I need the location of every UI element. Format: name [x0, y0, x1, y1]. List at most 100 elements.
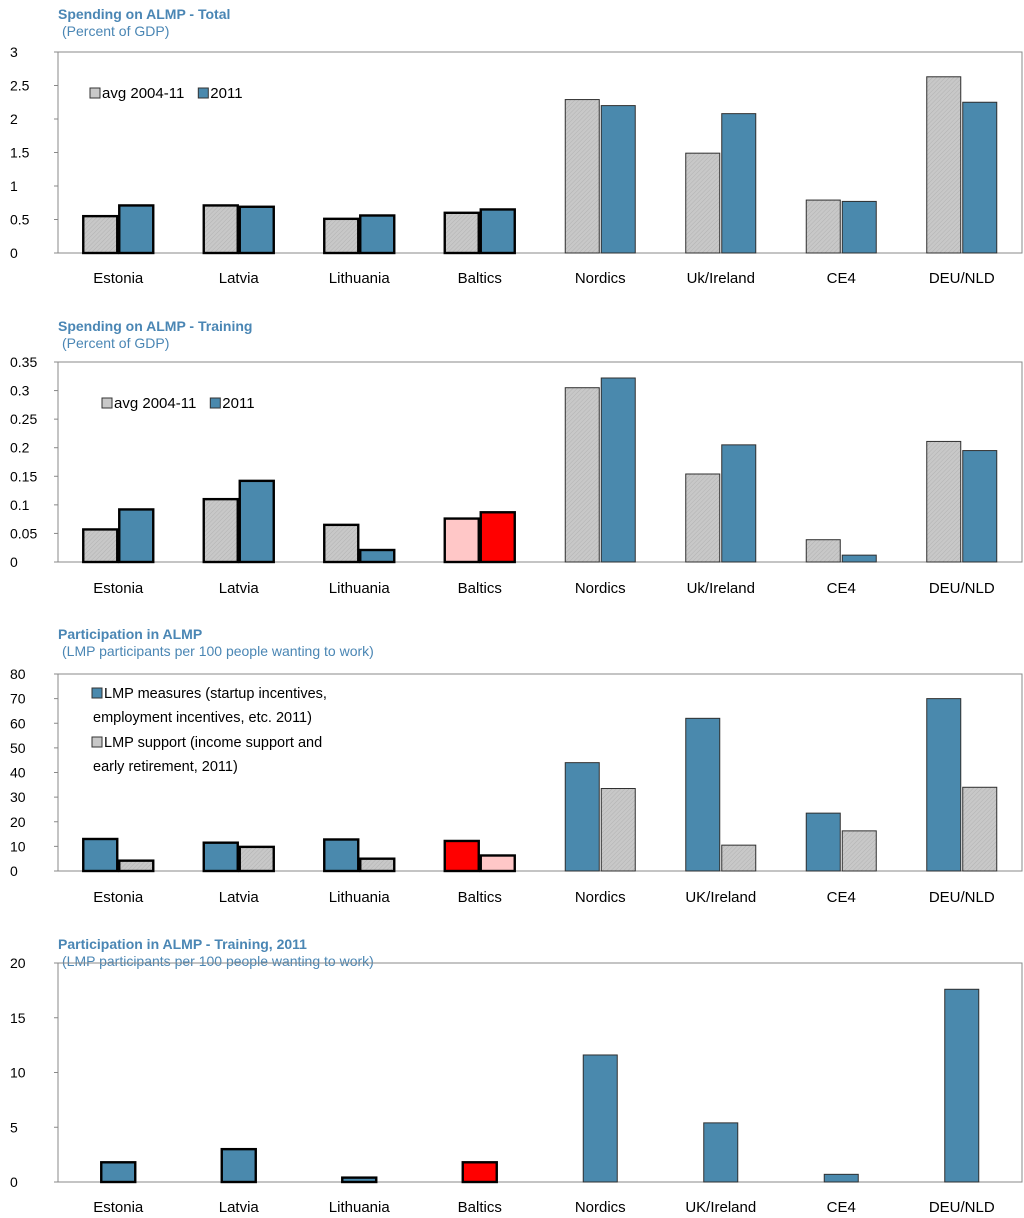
y-tick-label: 2.5 [10, 78, 30, 94]
bar-ce4-s2 [841, 554, 877, 563]
plot-area [57, 962, 1023, 1183]
bar-baltics-s2 [479, 511, 516, 564]
legend-swatch [91, 736, 103, 748]
x-tick-label: Lithuania [329, 580, 391, 597]
bar-latvia-s1 [202, 204, 239, 255]
bar-deu-nld-s2 [962, 101, 998, 254]
legend: LMP measures (startup incentives, employm… [91, 686, 327, 775]
legend-label: early retirement, 2011) [93, 759, 238, 775]
y-tick-label: 50 [10, 740, 26, 756]
y-tick-label: 20 [10, 955, 26, 971]
legend-label: 2011 [222, 395, 254, 412]
legend-swatch [89, 87, 101, 99]
bar-uk-ireland-s2 [721, 844, 757, 872]
y-tick-label: 0.5 [10, 212, 30, 228]
bar-uk-ireland-s1 [685, 473, 721, 563]
x-tick-label: DEU/NLD [929, 1199, 995, 1216]
bar-estonia-s2 [118, 859, 155, 873]
bar-ce4-s2 [841, 200, 877, 254]
legend-swatch [209, 397, 221, 409]
x-tick-label: Nordics [575, 580, 626, 597]
x-tick-label: Baltics [458, 270, 502, 287]
legend-label: employment incentives, etc. 2011) [93, 710, 312, 726]
bar-estonia-s1 [100, 1161, 137, 1184]
x-tick-label: CE4 [827, 1199, 856, 1216]
y-tick-label: 0.05 [10, 525, 37, 541]
y-tick-label: 0.2 [10, 440, 30, 456]
y-tick-label: 1 [10, 178, 18, 194]
x-tick-label: DEU/NLD [929, 889, 995, 906]
y-tick-label: 30 [10, 789, 26, 805]
legend-swatch [91, 687, 103, 699]
bar-uk-ireland-s2 [721, 113, 757, 254]
bar-deu-nld-s1 [926, 440, 962, 563]
y-tick-label: 0.3 [10, 383, 30, 399]
chart-title: Spending on ALMP - Total [58, 6, 231, 22]
bar-latvia-s1 [202, 841, 239, 873]
y-tick-label: 0 [10, 1174, 18, 1190]
x-tick-label: Estonia [93, 270, 144, 287]
bar-nordics-s1 [564, 387, 600, 563]
y-tick-label: 0.1 [10, 497, 30, 513]
x-tick-label: Uk/Ireland [687, 270, 755, 287]
bar-lithuania-s1 [323, 838, 360, 873]
chart-panel-spending-total: Spending on ALMP - Total (Percent of GDP… [0, 0, 1024, 300]
y-tick-label: 10 [10, 838, 26, 854]
legend-label: avg 2004-11 [114, 395, 196, 412]
bar-estonia-s1 [82, 214, 119, 255]
bar-baltics-s2 [479, 854, 516, 873]
plot-area [57, 361, 1023, 563]
bar-baltics-s1 [461, 1161, 498, 1184]
chart-subtitle: (LMP participants per 100 people wanting… [62, 953, 374, 969]
x-tick-label: DEU/NLD [929, 580, 995, 597]
x-tick-label: Latvia [219, 889, 260, 906]
bar-lithuania-s2 [359, 548, 396, 564]
bar-lithuania-s1 [323, 217, 360, 255]
bar-chart-spending-training: 0 0.05 0.1 0.15 0.2 0.25 0.3 0.35 Estonia Latvia L… [10, 354, 1023, 597]
bar-estonia-s1 [82, 528, 119, 564]
bar-nordics-s2 [600, 105, 636, 254]
chart-subtitle: (LMP participants per 100 people wanting… [62, 643, 374, 659]
x-tick-label: CE4 [827, 270, 856, 287]
bar-nordics-s1 [564, 99, 600, 254]
legend-label: avg 2004-11 [102, 85, 184, 102]
bar-uk-ireland-s1 [685, 152, 721, 254]
bar-lithuania-s2 [359, 857, 396, 873]
chart-panel-participation: Participation in ALMP (LMP participants … [0, 620, 1024, 912]
bar-deu-nld-s1 [926, 76, 962, 254]
bar-nordics-s2 [600, 377, 636, 563]
bar-baltics-s1 [443, 517, 480, 564]
y-tick-label: 1.5 [10, 145, 30, 161]
bar-baltics-s2 [479, 208, 516, 255]
bar-latvia-s1 [220, 1147, 257, 1184]
bar-latvia-s2 [238, 845, 275, 873]
bar-nordics-s1 [564, 762, 600, 872]
chart-subtitle: (Percent of GDP) [62, 23, 170, 39]
y-tick-label: 0.25 [10, 411, 37, 427]
y-tick-label: 0.35 [10, 354, 37, 370]
legend-label: LMP support (income support and [104, 735, 322, 751]
x-tick-label: UK/Ireland [685, 889, 756, 906]
bar-estonia-s2 [118, 204, 155, 255]
x-tick-label: Nordics [575, 270, 626, 287]
bar-nordics-s2 [600, 788, 636, 872]
legend: avg 2004-11 2011 [101, 395, 255, 412]
bar-latvia-s1 [202, 497, 239, 564]
x-tick-label: Lithuania [329, 1199, 391, 1216]
x-tick-label: Nordics [575, 1199, 626, 1216]
x-tick-label: Latvia [219, 580, 260, 597]
bar-lithuania-s1 [323, 523, 360, 564]
y-tick-label: 5 [10, 1119, 18, 1135]
bar-ce4-s2 [841, 830, 877, 872]
chart-panel-participation-training: Participation in ALMP - Training, 2011 (… [0, 930, 1024, 1218]
chart-title: Spending on ALMP - Training [58, 318, 253, 334]
bar-chart-participation-training: 0 5 10 15 20 Estonia Latvia Lithuania Baltics Nor… [10, 955, 1023, 1216]
bar-chart-participation: 0 10 20 30 40 50 60 70 80 Estonia Latvia Lithuania B… [10, 666, 1023, 906]
x-tick-label: Lithuania [329, 270, 391, 287]
legend: avg 2004-11 2011 [89, 85, 243, 102]
y-tick-label: 60 [10, 715, 26, 731]
bar-baltics-s1 [443, 839, 480, 873]
chart-panel-spending-training: Spending on ALMP - Training (Percent of … [0, 312, 1024, 612]
x-tick-label: UK/Ireland [685, 1199, 756, 1216]
bar-lithuania-s2 [359, 214, 396, 255]
